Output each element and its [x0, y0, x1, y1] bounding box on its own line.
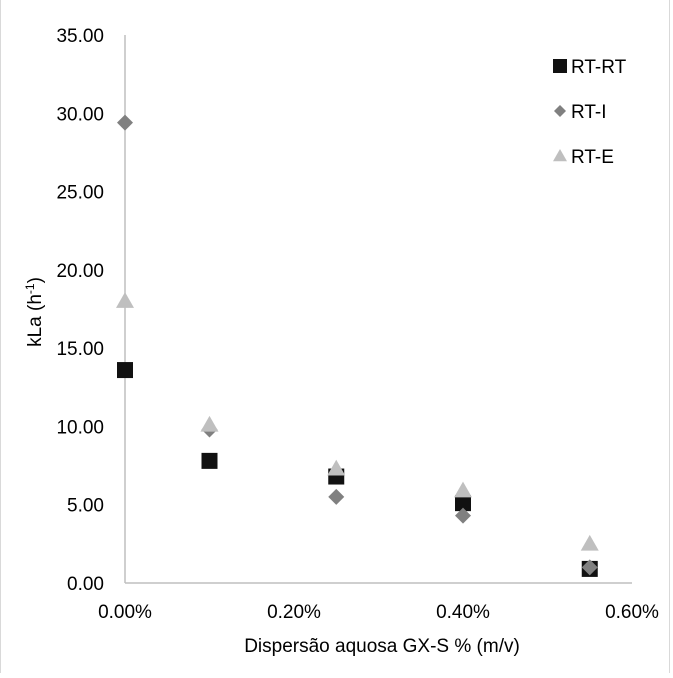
legend-item-rt-i: RT-I — [554, 102, 607, 123]
legend-item-rt-rt: RT-RT — [553, 57, 627, 78]
data-point-rt-i — [117, 114, 133, 131]
y-tick-label: 20.00 — [56, 261, 104, 282]
legend-label-rt-e: RT-E — [571, 147, 614, 168]
tick-labels: 0.00 5.00 10.00 15.00 20.00 25.00 30.00 35.00 0.… — [56, 26, 659, 623]
data-point-rt-e — [580, 534, 599, 551]
y-tick-label: 0.00 — [67, 574, 104, 595]
x-tick-label: 0.00% — [98, 602, 152, 623]
data-point-rt-e — [327, 459, 346, 476]
y-tick-label: 35.00 — [56, 26, 104, 47]
data-point-rt-i — [328, 488, 345, 505]
data-point-rt-i — [455, 507, 471, 524]
y-axis-label-end: ) — [25, 277, 46, 283]
data-point-rt-e — [116, 292, 134, 308]
data-point-rt-rt — [201, 452, 218, 469]
y-tick-label: 30.00 — [56, 104, 104, 125]
legend-item-rt-e: RT-E — [553, 147, 614, 168]
y-tick-label: 15.00 — [56, 339, 104, 360]
y-axis-label-superscript: -1 — [23, 283, 37, 294]
y-axis-label-main: kLa (h — [25, 294, 46, 347]
legend-marker-rt-i — [554, 105, 566, 117]
x-tick-label: 0.60% — [605, 602, 659, 623]
data-point-rt-e — [454, 481, 472, 498]
chart-border-left — [0, 0, 1, 673]
data-point-rt-e — [200, 415, 219, 432]
data-points — [116, 114, 599, 577]
axes — [124, 35, 632, 584]
y-tick-label: 10.00 — [56, 417, 104, 438]
data-point-rt-rt — [117, 362, 133, 379]
legend-marker-rt-e — [553, 149, 567, 162]
y-tick-label: 25.00 — [56, 183, 104, 204]
x-tick-label: 0.40% — [436, 602, 490, 623]
legend-label-rt-i: RT-I — [571, 102, 607, 123]
x-tick-label: 0.20% — [267, 602, 321, 623]
data-point-rt-i — [581, 559, 598, 576]
y-axis-label: kLa (h-1) — [23, 277, 46, 347]
chart-border-right — [669, 0, 670, 673]
legend-label-rt-rt: RT-RT — [571, 57, 627, 78]
legend-marker-rt-rt — [553, 59, 567, 73]
y-tick-label: 5.00 — [67, 496, 104, 517]
data-point-rt-rt — [455, 495, 471, 512]
legend: RT-RT RT-I RT-E — [553, 57, 627, 168]
x-axis-label: Dispersão aquosa GX-S % (m/v) — [244, 636, 520, 657]
